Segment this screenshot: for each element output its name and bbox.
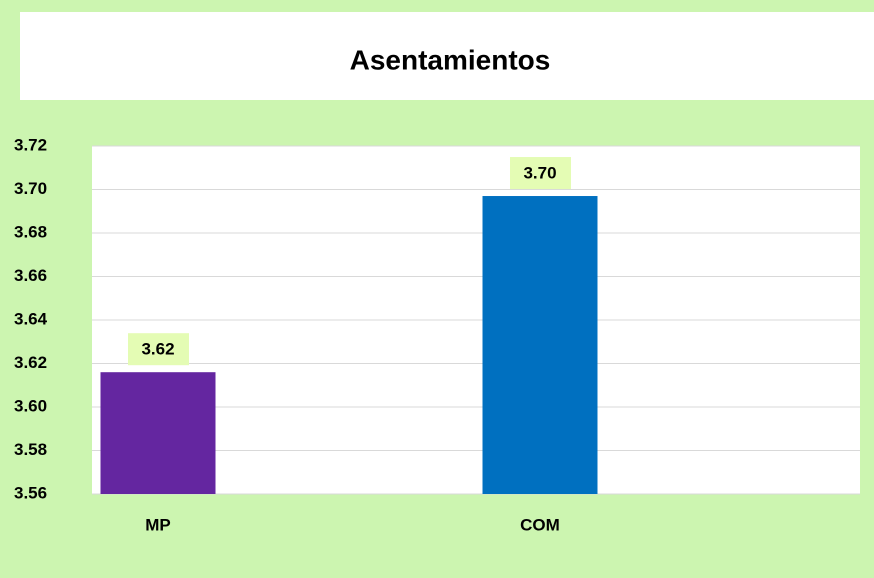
value-label-box: [510, 157, 571, 190]
y-tick-label: 3.70: [14, 179, 47, 198]
bar: [482, 196, 598, 494]
title-band: [20, 12, 874, 100]
y-tick-label: 3.72: [14, 135, 47, 154]
value-label-box: [128, 333, 189, 366]
y-tick-label: 3.60: [14, 396, 47, 415]
value-label: 3.70: [523, 164, 556, 183]
value-label: 3.62: [141, 340, 174, 359]
x-tick-label: COM: [520, 515, 560, 534]
y-tick-label: 3.58: [14, 440, 47, 459]
y-tick-label: 3.62: [14, 353, 47, 372]
bar: [100, 372, 216, 494]
y-tick-label: 3.64: [14, 309, 48, 328]
chart-title: Asentamientos: [350, 44, 551, 75]
x-tick-label: MP: [145, 515, 171, 534]
y-tick-label: 3.68: [14, 222, 47, 241]
y-tick-label: 3.66: [14, 266, 47, 285]
y-tick-label: 3.56: [14, 483, 47, 502]
